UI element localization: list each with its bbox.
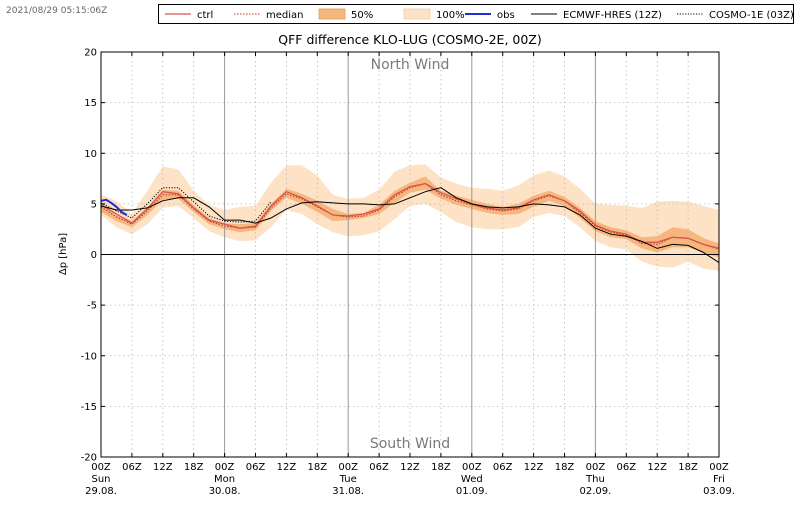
legend-label: ctrl	[197, 10, 213, 21]
timestamp: 2021/08/29 05:15:06Z	[6, 6, 108, 16]
x-tick-day-label: Sun	[91, 474, 110, 485]
x-tick-label: 06Z	[493, 462, 513, 473]
series-line-obs	[100, 198, 128, 216]
x-tick-label: 00Z	[709, 462, 729, 473]
x-tick-label: 06Z	[369, 462, 389, 473]
y-tick-label: -5	[87, 301, 97, 312]
x-tick-date-label: 31.08.	[332, 486, 364, 497]
legend-entries: ctrl median 50% 100% obs ECMWF-HRES (12Z) COSM…	[165, 8, 794, 21]
chart-legend: ctrl median 50% 100% obs ECMWF-HRES (12Z) COSM…	[158, 4, 794, 24]
chart-title: QFF difference KLO-LUG (COSMO-2E, 00Z)	[278, 32, 541, 47]
x-tick-date-label: 30.08.	[209, 486, 241, 497]
x-tick-label: 18Z	[678, 462, 698, 473]
x-tick-label: 00Z	[215, 462, 235, 473]
x-tick-day-label: Tue	[339, 474, 357, 485]
band-100-percent	[101, 164, 719, 271]
x-tick-label: 18Z	[555, 462, 575, 473]
south-wind-annotation: South Wind	[370, 436, 450, 452]
x-tick-label: 00Z	[91, 462, 111, 473]
x-tick-label: 12Z	[647, 462, 667, 473]
legend-label: ECMWF-HRES (12Z)	[563, 10, 662, 21]
legend-swatch	[318, 8, 346, 20]
x-tick-day-label: Fri	[713, 474, 725, 485]
x-tick-date-label: 03.09.	[703, 486, 735, 497]
legend-item-cosmo1: COSMO-1E (03Z)	[677, 10, 794, 21]
y-tick-label: -10	[81, 351, 97, 362]
y-tick-label: 0	[91, 250, 97, 261]
legend-item-band100: 100%	[403, 8, 465, 21]
y-tick-label: 15	[84, 98, 97, 109]
x-tick-label: 18Z	[431, 462, 451, 473]
y-tick-label: 20	[84, 48, 97, 59]
legend-item-ecmwf: ECMWF-HRES (12Z)	[531, 10, 662, 21]
legend-label: 100%	[436, 10, 465, 21]
series-lines	[100, 182, 720, 264]
grid-lines	[101, 52, 719, 457]
legend-label: median	[266, 10, 304, 21]
x-tick-label: 00Z	[462, 462, 482, 473]
legend-label: COSMO-1E (03Z)	[709, 10, 793, 21]
legend-item-obs: obs	[465, 10, 515, 21]
x-tick-label: 12Z	[400, 462, 420, 473]
x-tick-label: 00Z	[338, 462, 358, 473]
x-tick-label: 12Z	[277, 462, 297, 473]
legend-item-median: median	[234, 10, 304, 21]
y-axis-label: Δp [hPa]	[58, 233, 69, 275]
x-tick-date-label: 02.09.	[579, 486, 611, 497]
x-tick-label: 06Z	[246, 462, 266, 473]
x-tick-day-label: Wed	[461, 474, 483, 485]
x-tick-date-label: 01.09.	[456, 486, 488, 497]
series-line-ecmwf	[100, 187, 720, 264]
legend-label: obs	[497, 10, 515, 21]
legend-label: 50%	[351, 10, 373, 21]
x-tick-label: 12Z	[153, 462, 173, 473]
series-line-ctrl	[100, 182, 720, 250]
x-tick-label: 12Z	[524, 462, 544, 473]
y-tick-label: 10	[84, 149, 97, 160]
series-line-cosmo1	[100, 187, 272, 223]
x-tick-label: 06Z	[122, 462, 142, 473]
legend-swatch	[403, 8, 431, 20]
x-tick-day-label: Thu	[585, 474, 605, 485]
north-wind-annotation: North Wind	[371, 57, 450, 73]
x-tick-label: 18Z	[184, 462, 204, 473]
x-tick-label: 18Z	[308, 462, 328, 473]
legend-item-ctrl: ctrl	[165, 10, 213, 21]
y-tick-label: -20	[81, 453, 97, 464]
legend-item-band50: 50%	[318, 8, 373, 21]
y-tick-label: 5	[91, 199, 97, 210]
series-line-median	[100, 183, 720, 250]
y-tick-label: -15	[81, 402, 97, 413]
x-tick-label: 00Z	[586, 462, 606, 473]
x-tick-day-label: Mon	[214, 474, 235, 485]
x-tick-date-label: 29.08.	[85, 486, 117, 497]
x-tick-label: 06Z	[617, 462, 637, 473]
